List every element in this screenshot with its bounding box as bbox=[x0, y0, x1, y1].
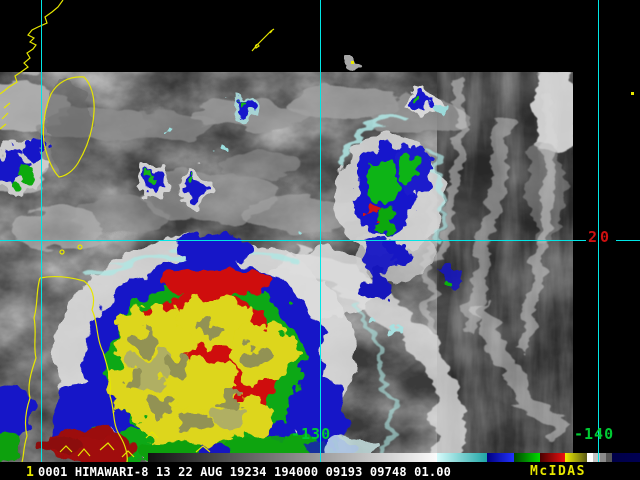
image-info-text: 0001 HIMAWARI-8 13 22 AUG 19234 194000 0… bbox=[38, 465, 451, 479]
frame-number: 1 bbox=[26, 465, 34, 480]
cloud-streaks-east bbox=[426, 78, 567, 438]
ryukyu-islands bbox=[251, 28, 275, 52]
satellite-image-canvas[interactable] bbox=[0, 68, 582, 479]
coastline-overlay bbox=[0, 0, 275, 463]
overshooting-top-red bbox=[368, 206, 380, 218]
grid-tick-over-colorbar bbox=[320, 451, 321, 463]
colorbar-segment-lightgray-step bbox=[593, 453, 600, 463]
colorbar-segment-yellow-olive bbox=[565, 453, 587, 463]
typhoon-enhanced-core bbox=[50, 234, 463, 463]
babuyan-islet bbox=[59, 249, 65, 255]
coldest-tops-olive bbox=[125, 319, 269, 431]
taiwan-coastline bbox=[42, 76, 95, 178]
status-bar: 1 0001 HIMAWARI-8 13 22 AUG 19234 194000… bbox=[0, 462, 640, 480]
colorbar-segment-red bbox=[540, 453, 565, 463]
scattered-cells bbox=[0, 88, 445, 335]
colorbar-segment-darkgray-step bbox=[606, 453, 612, 463]
visayas-islets bbox=[59, 431, 221, 460]
latlon-grid bbox=[0, 0, 640, 463]
mcidas-brand: McIDAS bbox=[530, 464, 586, 479]
grid-tick-over-colorbar bbox=[598, 451, 599, 463]
enhancement-colorbar bbox=[148, 453, 640, 463]
colorbar-segment-blue bbox=[487, 453, 514, 463]
luzon-west-coast bbox=[21, 277, 41, 463]
latitude-label: 20 bbox=[588, 228, 613, 246]
colorbar-segment-navy bbox=[612, 453, 640, 463]
luzon-east-coast bbox=[39, 275, 128, 463]
colorbar-segment-cyan bbox=[437, 453, 487, 463]
babuyan-islet bbox=[77, 244, 83, 250]
edge-specks bbox=[346, 60, 634, 95]
longitude-label-140: -140 bbox=[574, 425, 615, 443]
colorbar-segment-green bbox=[514, 453, 540, 463]
taiwan-terrain bbox=[46, 80, 90, 176]
china-coastline bbox=[0, 0, 64, 95]
china-coast-islets bbox=[0, 102, 11, 130]
longitude-label-130: -130 bbox=[291, 425, 332, 443]
colorbar-segment-white-step bbox=[587, 453, 593, 463]
colorbar-segment-ir-grayscale bbox=[148, 453, 437, 463]
colorbar-segment-midgray-step bbox=[600, 453, 606, 463]
